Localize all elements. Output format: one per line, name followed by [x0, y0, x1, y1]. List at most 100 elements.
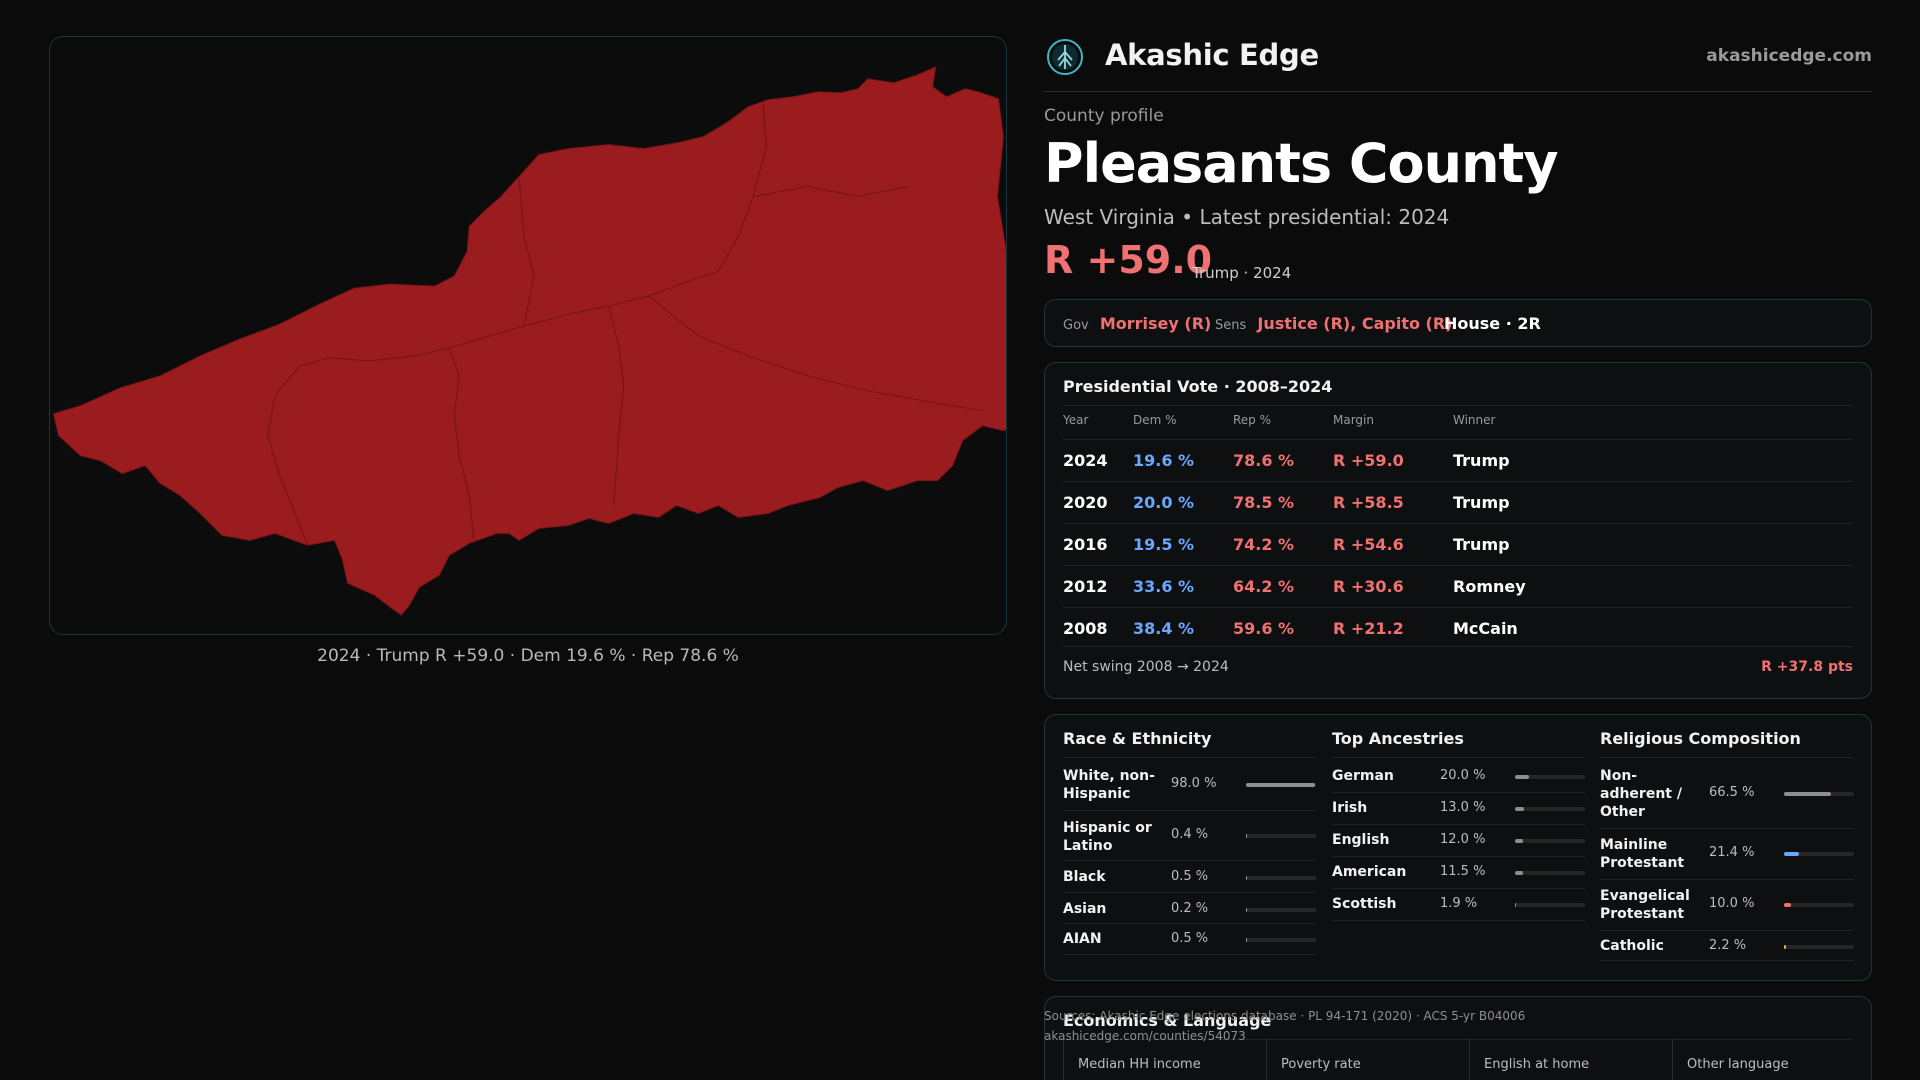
race-bar-track [1246, 834, 1316, 838]
religion-label: Non-adherent / Other [1600, 768, 1682, 820]
presidential-vote-card: Presidential Vote · 2008–2024 Year Dem %… [1044, 362, 1872, 699]
econ-label: Other language [1687, 1057, 1789, 1072]
religion-pct: 10.0 % [1709, 896, 1755, 911]
senators-label: Sens [1215, 318, 1247, 333]
sources-link[interactable]: akashicedge.com/counties/54073 [1044, 1029, 1246, 1043]
econ-label: English at home [1484, 1057, 1590, 1072]
race-bar-fill [1246, 834, 1248, 838]
ancestry-bar-fill [1515, 871, 1524, 875]
ancestry-bar-track [1515, 871, 1585, 875]
latest-margin: R +59.0 [1044, 238, 1213, 282]
econ-label: Median HH income [1078, 1057, 1201, 1072]
divider [1063, 405, 1853, 406]
governor-item: Gov Morrisey (R) [1063, 314, 1211, 333]
race-pct: 0.5 % [1171, 869, 1209, 884]
list-item: Asian 0.2 % [1063, 893, 1316, 924]
ancestry-label: English [1332, 832, 1390, 848]
governor-value: Morrisey (R) [1099, 314, 1212, 333]
house-item: House · 2R [1444, 314, 1541, 333]
list-item: AIAN 0.5 % [1063, 924, 1316, 955]
list-item: American 11.5 % [1332, 857, 1585, 889]
list-item: Non-adherent / Other 66.5 % [1600, 761, 1854, 829]
ancestry-pct: 20.0 % [1440, 768, 1486, 783]
ancestry-bar-track [1515, 839, 1585, 843]
list-item: German 20.0 % [1332, 761, 1585, 793]
race-pct: 98.0 % [1171, 776, 1217, 791]
economics-title: Economics & Language [1063, 1011, 1272, 1030]
cell-dem: 38.4 % [1133, 619, 1195, 638]
header-winner: Winner [1453, 413, 1496, 427]
table-header: Year Dem % Rep % Margin Winner [1063, 413, 1853, 437]
table-row[interactable]: 2024 19.6 % 78.6 % R +59.0 Trump [1063, 439, 1853, 481]
race-label: Hispanic or Latino [1063, 820, 1152, 854]
religion-bar-fill [1784, 792, 1831, 796]
religion-bar-fill [1784, 945, 1786, 949]
econ-cell-english: English at home [1469, 1039, 1672, 1080]
cell-year: 2012 [1063, 577, 1108, 596]
header-margin: Margin [1333, 413, 1374, 427]
county-shape[interactable] [52, 66, 1006, 616]
governor-label: Gov [1063, 318, 1089, 333]
cell-margin: R +59.0 [1333, 451, 1404, 470]
cell-year: 2008 [1063, 619, 1108, 638]
senators-item: Sens Justice (R), Capito (R) [1215, 314, 1453, 333]
brand-name[interactable]: Akashic Edge [1105, 38, 1319, 72]
religion-pct: 66.5 % [1709, 785, 1755, 800]
divider [1332, 757, 1585, 758]
cell-rep: 78.6 % [1233, 451, 1295, 470]
net-swing-label: Net swing 2008 → 2024 [1063, 659, 1229, 675]
latest-margin-note: Trump · 2024 [1192, 264, 1292, 282]
list-item: Evangelical Protestant 10.0 % [1600, 880, 1854, 931]
cell-year: 2024 [1063, 451, 1108, 470]
race-label: Asian [1063, 901, 1107, 917]
ancestry-bar-track [1515, 775, 1585, 779]
race-label: Black [1063, 869, 1106, 885]
list-item: Catholic 2.2 % [1600, 931, 1854, 961]
econ-label: Poverty rate [1281, 1057, 1361, 1072]
religion-bar-fill [1784, 903, 1791, 907]
religion-bar-track [1784, 903, 1854, 907]
map-caption: 2024 · Trump R +59.0 · Dem 19.6 % · Rep … [317, 646, 739, 666]
divider [1063, 757, 1316, 758]
cell-winner: Trump [1453, 535, 1510, 554]
net-swing-row: Net swing 2008 → 2024 R +37.8 pts [1063, 659, 1853, 675]
ancestry-label: American [1332, 864, 1407, 880]
table-row[interactable]: 2008 38.4 % 59.6 % R +21.2 McCain [1063, 607, 1853, 649]
religion-pct: 2.2 % [1709, 938, 1747, 953]
page-title: Pleasants County [1044, 132, 1559, 195]
race-pct: 0.5 % [1171, 931, 1209, 946]
brand-domain-link[interactable]: akashicedge.com [1706, 46, 1872, 66]
county-map[interactable] [50, 37, 1006, 634]
race-pct: 0.2 % [1171, 901, 1209, 916]
county-subtitle: West Virginia • Latest presidential: 202… [1044, 205, 1450, 229]
net-swing-value: R +37.8 pts [1761, 659, 1853, 675]
religion-bar-track [1784, 852, 1854, 856]
list-item: English 12.0 % [1332, 825, 1585, 857]
religion-bar-track [1784, 945, 1854, 949]
religion-label: Mainline Protestant [1600, 837, 1685, 871]
cell-margin: R +58.5 [1333, 493, 1404, 512]
divider [1063, 1039, 1853, 1040]
ancestry-bar-fill [1515, 839, 1524, 843]
cell-rep: 59.6 % [1233, 619, 1295, 638]
county-map-panel[interactable] [49, 36, 1007, 635]
sources-line: Sources: Akashic Edge elections database… [1044, 1009, 1526, 1023]
race-pct: 0.4 % [1171, 827, 1209, 842]
list-item: Mainline Protestant 21.4 % [1600, 829, 1854, 880]
cell-year: 2020 [1063, 493, 1108, 512]
cell-margin: R +21.2 [1333, 619, 1404, 638]
list-item: Irish 13.0 % [1332, 793, 1585, 825]
table-row[interactable]: 2016 19.5 % 74.2 % R +54.6 Trump [1063, 523, 1853, 565]
race-bar-track [1246, 908, 1316, 912]
econ-cell-poverty: Poverty rate [1266, 1039, 1469, 1080]
tree-emblem-icon[interactable] [1046, 38, 1084, 76]
table-row[interactable]: 2020 20.0 % 78.5 % R +58.5 Trump [1063, 481, 1853, 523]
religion-bar-fill [1784, 852, 1799, 856]
ancestry-bar-fill [1515, 775, 1529, 779]
ancestry-bar-track [1515, 807, 1585, 811]
cell-dem: 20.0 % [1133, 493, 1195, 512]
cell-rep: 74.2 % [1233, 535, 1295, 554]
ancestry-bar-fill [1515, 903, 1517, 907]
header-dem: Dem % [1133, 413, 1177, 427]
table-row[interactable]: 2012 33.6 % 64.2 % R +30.6 Romney [1063, 565, 1853, 607]
